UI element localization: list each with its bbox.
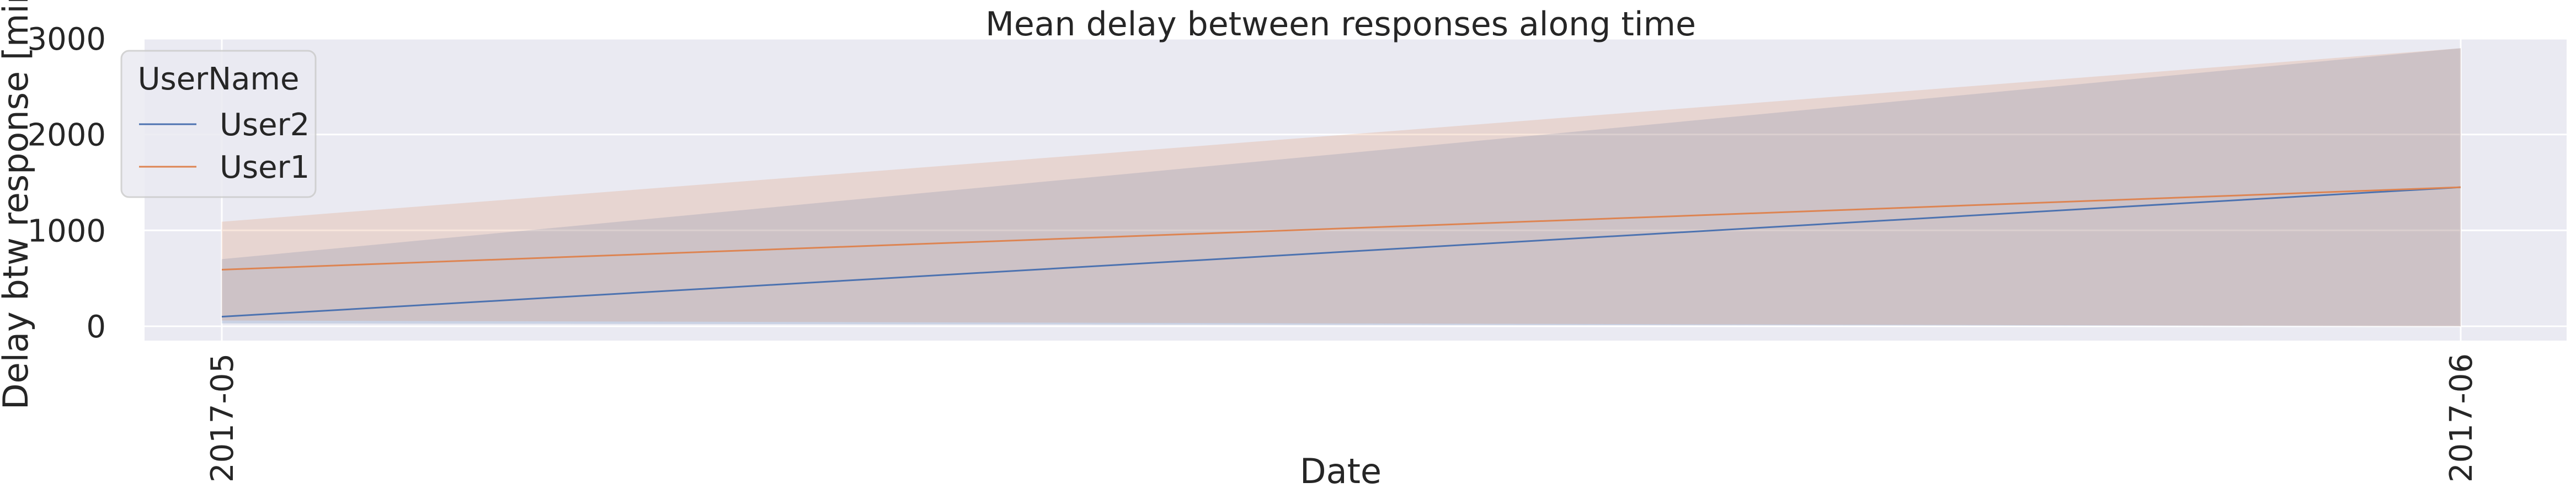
legend-box <box>120 50 317 198</box>
grid <box>145 38 2567 341</box>
legend: UserName User2 User1 <box>120 50 317 198</box>
x-tick-labels: 2017-05 2017-06 <box>205 353 2479 483</box>
x-axis-label: Date <box>1300 451 1382 491</box>
x-tick-label: 2017-05 <box>205 353 241 483</box>
chart-title: Mean delay between responses along time <box>985 5 1696 44</box>
x-tick-label: 2017-06 <box>2444 353 2479 483</box>
plot-background <box>145 39 2567 341</box>
y-tick-label: 2000 <box>27 118 106 153</box>
band-user2 <box>222 48 2461 326</box>
line-user2 <box>221 186 2461 318</box>
y-tick-label: 0 <box>86 309 106 345</box>
y-tick-label: 3000 <box>27 22 106 57</box>
confidence-bands <box>222 48 2461 326</box>
legend-title: UserName <box>138 61 300 97</box>
legend-label-user1: User1 <box>220 150 310 185</box>
legend-label-user2: User2 <box>220 107 310 143</box>
band-user1 <box>222 48 2461 326</box>
y-axis-label: Delay btw response [min] <box>0 0 36 410</box>
y-tick-labels: 0 1000 2000 3000 <box>27 22 106 345</box>
line-user1 <box>221 186 2461 271</box>
series-lines <box>221 186 2461 318</box>
y-tick-label: 1000 <box>27 213 106 249</box>
